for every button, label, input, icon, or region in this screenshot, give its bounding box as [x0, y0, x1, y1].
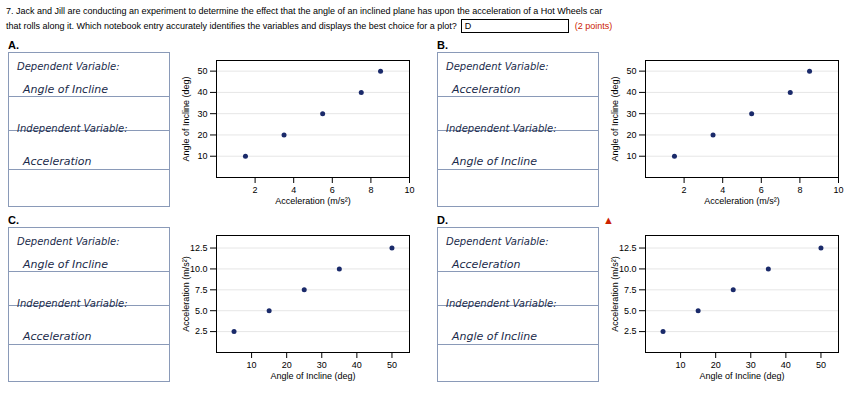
- svg-text:10: 10: [676, 360, 686, 370]
- svg-text:Acceleration (m/s²): Acceleration (m/s²): [704, 196, 780, 206]
- svg-text:6: 6: [759, 185, 764, 195]
- html-text:Acceleration: Acceleration: [452, 83, 521, 96]
- html-text:Independent Variable:: Independent Variable:: [446, 123, 557, 134]
- html-text:Angle of Incline: Angle of Incline: [23, 83, 108, 96]
- svg-text:Angle of Incline (deg): Angle of Incline (deg): [270, 371, 355, 381]
- svg-text:10: 10: [197, 151, 207, 161]
- svg-text:Angle of Incline (deg): Angle of Incline (deg): [181, 76, 191, 161]
- svg-text:40: 40: [781, 360, 791, 370]
- svg-text:30: 30: [746, 360, 756, 370]
- html-text:Independent Variable:: Independent Variable:: [446, 298, 557, 309]
- svg-text:50: 50: [626, 66, 636, 76]
- svg-text:10: 10: [404, 185, 414, 195]
- svg-text:4: 4: [291, 185, 296, 195]
- svg-text:2: 2: [253, 185, 258, 195]
- svg-text:7.5: 7.5: [624, 285, 637, 295]
- svg-text:5.0: 5.0: [624, 306, 637, 316]
- svg-text:2.5: 2.5: [195, 326, 208, 336]
- svg-text:20: 20: [197, 130, 207, 140]
- svg-text:2.5: 2.5: [624, 326, 637, 336]
- html-text:Acceleration: Acceleration: [23, 155, 92, 168]
- html-text:Angle of Incline: Angle of Incline: [452, 330, 537, 343]
- html-text:B.: B.: [437, 39, 448, 51]
- html-text:7. Jack and Jill are conductin: 7. Jack and Jill are conducting an exper…: [6, 6, 603, 16]
- html-text:Dependent Variable:: Dependent Variable:: [17, 236, 120, 247]
- svg-text:50: 50: [816, 360, 826, 370]
- svg-text:20: 20: [282, 360, 292, 370]
- html-text:that rolls along it. Which not: that rolls along it. Which notebook entr…: [6, 21, 457, 31]
- svg-text:50: 50: [197, 66, 207, 76]
- svg-text:10.0: 10.0: [190, 264, 208, 274]
- html-text:Angle of Incline: Angle of Incline: [23, 258, 108, 271]
- svg-text:10: 10: [247, 360, 257, 370]
- html-text:D.: D.: [437, 214, 448, 226]
- svg-text:50: 50: [387, 360, 397, 370]
- html-text:C.: C.: [8, 214, 19, 226]
- html-text:Independent Variable:: Independent Variable:: [17, 123, 128, 134]
- svg-text:7.5: 7.5: [195, 285, 208, 295]
- svg-text:Acceleration (m/s²): Acceleration (m/s²): [610, 256, 620, 332]
- svg-text:8: 8: [797, 185, 802, 195]
- svg-text:5.0: 5.0: [195, 306, 208, 316]
- svg-text:Acceleration (m/s²): Acceleration (m/s²): [181, 256, 191, 332]
- svg-text:20: 20: [711, 360, 721, 370]
- html-text:D: D: [464, 21, 472, 31]
- svg-text:10: 10: [833, 185, 843, 195]
- svg-text:Angle of Incline (deg): Angle of Incline (deg): [610, 76, 620, 161]
- html-text:(2 points): (2 points): [574, 21, 613, 31]
- svg-text:12.5: 12.5: [619, 243, 637, 253]
- html-text:Dependent Variable:: Dependent Variable:: [17, 61, 120, 72]
- html-text:A.: A.: [8, 39, 19, 51]
- svg-text:6: 6: [330, 185, 335, 195]
- html-text:Dependent Variable:: Dependent Variable:: [446, 236, 549, 247]
- svg-text:4: 4: [720, 185, 725, 195]
- html-text:Angle of Incline: Angle of Incline: [452, 155, 537, 168]
- html-text:Independent Variable:: Independent Variable:: [17, 298, 128, 309]
- svg-text:10: 10: [626, 151, 636, 161]
- svg-text:8: 8: [368, 185, 373, 195]
- svg-text:2: 2: [682, 185, 687, 195]
- svg-text:40: 40: [626, 87, 636, 97]
- svg-text:Angle of Incline (deg): Angle of Incline (deg): [699, 371, 784, 381]
- html-text:Acceleration: Acceleration: [452, 258, 521, 271]
- svg-text:12.5: 12.5: [190, 243, 208, 253]
- svg-text:40: 40: [352, 360, 362, 370]
- html-text:Dependent Variable:: Dependent Variable:: [446, 61, 549, 72]
- svg-text:Acceleration (m/s²): Acceleration (m/s²): [275, 196, 351, 206]
- svg-text:20: 20: [626, 130, 636, 140]
- svg-text:30: 30: [317, 360, 327, 370]
- svg-text:30: 30: [197, 109, 207, 119]
- svg-text:10.0: 10.0: [619, 264, 637, 274]
- svg-text:40: 40: [197, 87, 207, 97]
- html-text:Acceleration: Acceleration: [23, 330, 92, 343]
- svg-text:30: 30: [626, 109, 636, 119]
